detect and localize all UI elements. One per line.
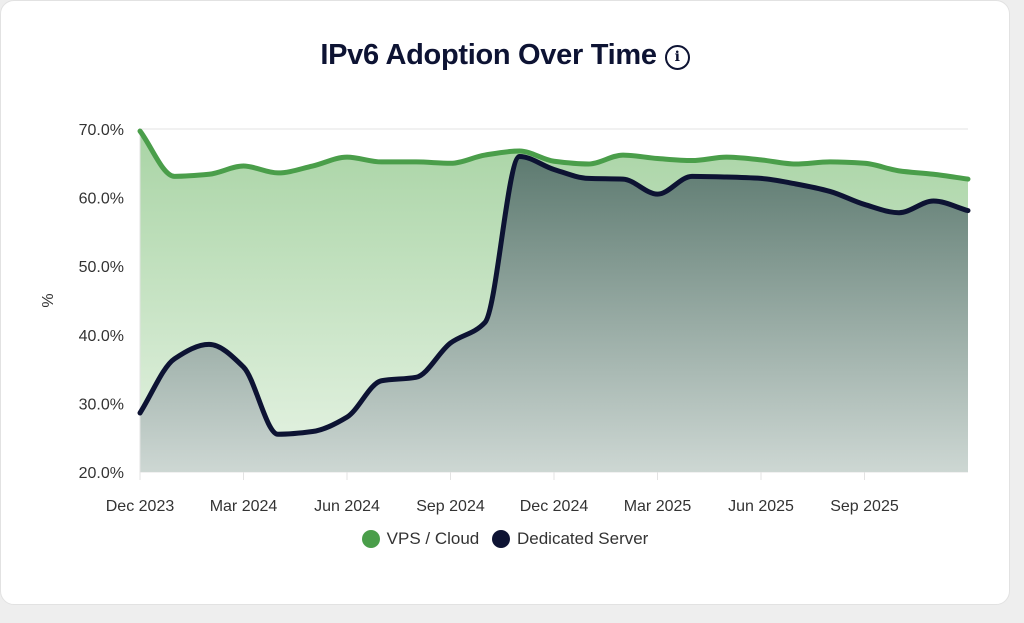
legend-marker-dedicated-server xyxy=(492,530,510,548)
chart-title: IPv6 Adoption Over Time i xyxy=(1,39,1009,72)
info-icon[interactable]: i xyxy=(664,45,690,70)
x-tick-label: Sep 2025 xyxy=(830,498,899,515)
legend-item-vps-cloud[interactable]: VPS / Cloud xyxy=(361,529,480,549)
y-axis-label: % xyxy=(40,293,57,307)
x-tick-label: Mar 2025 xyxy=(624,498,692,515)
x-tick-label: Jun 2024 xyxy=(314,498,380,515)
area-dedicated-server xyxy=(140,156,968,472)
x-tick-label: Mar 2024 xyxy=(210,498,278,515)
chart-svg: 20.0% 30.0% 40.0% 50.0% 60.0% 70.0% Dec 2023 Ma… xyxy=(40,122,971,515)
x-tick-label: Dec 2023 xyxy=(106,498,175,515)
y-tick-label: 40.0% xyxy=(79,328,124,345)
line-vps-cloud[interactable] xyxy=(137,128,971,182)
x-tick-label: Dec 2024 xyxy=(520,498,589,515)
y-tick-label: 50.0% xyxy=(79,259,124,276)
chart-card: IPv6 Adoption Over Time i 20.0% 30.0% 40.0%… xyxy=(0,0,1010,605)
x-tick-label: Sep 2024 xyxy=(416,498,485,515)
legend-item-dedicated-server[interactable]: Dedicated Server xyxy=(492,529,648,549)
y-tick-label: 20.0% xyxy=(79,465,124,482)
y-tick-label: 70.0% xyxy=(79,122,124,139)
y-tick-label: 60.0% xyxy=(79,191,124,208)
line-dedicated-server[interactable] xyxy=(137,153,971,437)
legend-marker-vps-cloud xyxy=(361,530,380,548)
chart-title-text: IPv6 Adoption Over Time xyxy=(320,39,657,71)
y-tick-label: 30.0% xyxy=(79,396,124,413)
legend: VPS / Cloud Dedicated Server xyxy=(1,529,1009,553)
legend-label: Dedicated Server xyxy=(517,529,649,548)
x-tick-label: Jun 2025 xyxy=(728,498,794,515)
legend-label: VPS / Cloud xyxy=(386,529,480,548)
